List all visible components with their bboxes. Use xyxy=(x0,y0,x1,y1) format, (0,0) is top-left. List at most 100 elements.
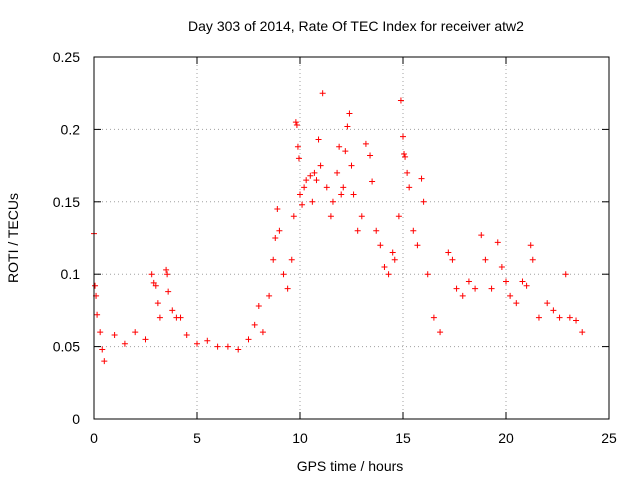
data-point xyxy=(527,242,534,249)
data-point xyxy=(401,151,408,158)
data-point xyxy=(323,184,330,191)
data-point xyxy=(327,213,334,220)
data-point xyxy=(336,143,343,150)
data-point xyxy=(550,307,557,314)
data-point xyxy=(406,184,413,191)
data-point xyxy=(410,227,417,234)
data-point xyxy=(535,314,542,321)
data-point xyxy=(395,213,402,220)
x-tick-label: 15 xyxy=(395,430,411,446)
data-point xyxy=(295,155,302,162)
data-point xyxy=(299,201,306,208)
data-point xyxy=(573,317,580,324)
data-point xyxy=(465,278,472,285)
data-point xyxy=(385,271,392,278)
data-point xyxy=(400,133,406,140)
data-point xyxy=(507,292,514,299)
data-point xyxy=(259,329,266,336)
data-point xyxy=(414,242,421,249)
y-tick-label: 0.2 xyxy=(61,121,81,137)
data-point xyxy=(424,271,431,278)
data-point xyxy=(488,285,495,292)
data-point xyxy=(389,249,396,256)
x-tick-label: 5 xyxy=(193,430,201,446)
data-point xyxy=(272,235,279,241)
data-point xyxy=(562,271,569,278)
data-point xyxy=(313,177,320,184)
data-point xyxy=(556,314,563,321)
y-tick-label: 0.25 xyxy=(53,49,80,65)
data-point xyxy=(99,346,106,353)
data-point xyxy=(430,314,437,321)
data-point xyxy=(297,191,303,198)
data-point xyxy=(280,271,287,278)
data-point xyxy=(163,266,170,273)
data-point xyxy=(294,143,301,150)
data-point xyxy=(92,282,99,289)
x-tick-label: 10 xyxy=(292,430,308,446)
data-point xyxy=(224,343,231,350)
data-point xyxy=(482,256,489,263)
data-point xyxy=(307,172,314,179)
data-point xyxy=(529,256,536,263)
y-tick-label: 0.1 xyxy=(61,266,81,282)
data-point xyxy=(498,263,505,270)
data-point xyxy=(503,278,509,285)
data-point xyxy=(165,288,172,295)
y-tick-label: 0 xyxy=(72,411,80,427)
y-axis-label: ROTI / TECUs xyxy=(5,193,21,283)
data-point xyxy=(311,169,318,176)
x-tick-label: 20 xyxy=(498,430,514,446)
data-point xyxy=(288,256,295,263)
data-point xyxy=(290,213,297,220)
data-point xyxy=(369,178,376,185)
data-point xyxy=(445,249,452,256)
data-point xyxy=(177,314,184,321)
data-point xyxy=(270,256,277,263)
data-point xyxy=(377,242,384,249)
data-point xyxy=(317,162,324,169)
data-point xyxy=(152,282,159,289)
chart-title: Day 303 of 2014, Rate Of TEC Index for r… xyxy=(188,18,524,34)
data-point xyxy=(293,122,300,129)
data-point xyxy=(303,177,310,184)
data-point xyxy=(566,314,573,321)
data-point xyxy=(255,303,262,310)
data-point xyxy=(266,292,273,299)
data-point xyxy=(453,285,460,292)
data-point xyxy=(362,140,369,147)
data-point xyxy=(94,311,101,318)
plot-frame xyxy=(93,56,610,420)
data-point xyxy=(348,162,355,169)
data-point xyxy=(391,256,398,263)
data-point xyxy=(121,340,128,347)
data-point xyxy=(579,329,586,336)
data-point xyxy=(156,314,163,321)
data-point xyxy=(350,191,357,198)
data-point xyxy=(319,90,326,97)
data-point xyxy=(397,97,404,104)
data-point xyxy=(437,329,444,336)
data-point xyxy=(478,232,485,239)
data-point xyxy=(194,340,200,347)
data-point xyxy=(494,239,501,246)
data-point xyxy=(169,307,176,314)
data-point xyxy=(309,198,316,205)
axis-ticks: 0 5 10 15 20 25 0 0.05 0.1 0.15 0.2 0.25 xyxy=(53,49,617,446)
data-point xyxy=(164,271,171,278)
data-point xyxy=(523,282,530,289)
data-point xyxy=(276,227,283,234)
data-point xyxy=(472,285,479,292)
data-point xyxy=(292,119,299,126)
data-point xyxy=(284,285,291,292)
data-point xyxy=(183,332,190,339)
y-tick-label: 0.15 xyxy=(53,194,80,210)
data-point xyxy=(340,184,347,191)
data-point xyxy=(342,148,349,155)
data-points xyxy=(91,90,586,365)
data-point xyxy=(513,300,520,307)
data-point xyxy=(449,256,456,263)
data-point xyxy=(402,153,409,160)
data-point xyxy=(519,278,526,285)
